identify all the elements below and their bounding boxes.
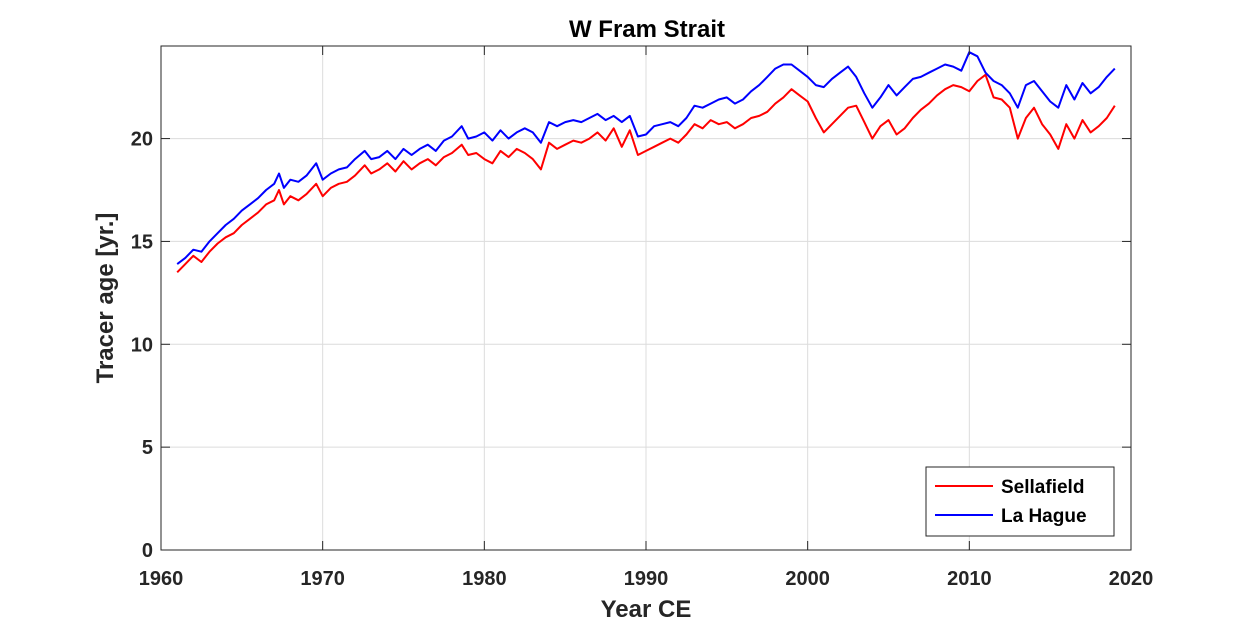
y-tick-label: 0: [142, 540, 153, 562]
x-tick-label: 1960: [139, 568, 184, 590]
series-line-la-hague: [176, 51, 1116, 265]
y-tick-label: 15: [131, 231, 153, 253]
chart-title: W Fram Strait: [569, 16, 725, 43]
series-line-sellafield: [176, 73, 1116, 274]
legend: Sellafield La Hague: [925, 466, 1115, 537]
series-lines: [176, 51, 1116, 274]
x-tick-label: 2010: [947, 568, 992, 590]
y-tick-label: 10: [131, 334, 153, 356]
legend-box: [925, 466, 1115, 537]
x-tick-label: 2000: [785, 568, 830, 590]
x-axis-label: Year CE: [601, 596, 692, 623]
y-axis-label: Tracer age [yr.]: [92, 213, 119, 384]
legend-label-sellafield: Sellafield: [1001, 477, 1084, 498]
axis-ticks: 1960 1970 1980 1990 2000 2010 2020 0 5 10 15 20: [131, 46, 1154, 590]
legend-label-la-hague: La Hague: [1001, 506, 1087, 527]
x-tick-label: 1970: [300, 568, 345, 590]
x-tick-label: 1990: [624, 568, 669, 590]
y-tick-label: 5: [142, 437, 153, 459]
x-tick-label: 2020: [1109, 568, 1154, 590]
y-tick-label: 20: [131, 129, 153, 151]
x-tick-label: 1980: [462, 568, 507, 590]
